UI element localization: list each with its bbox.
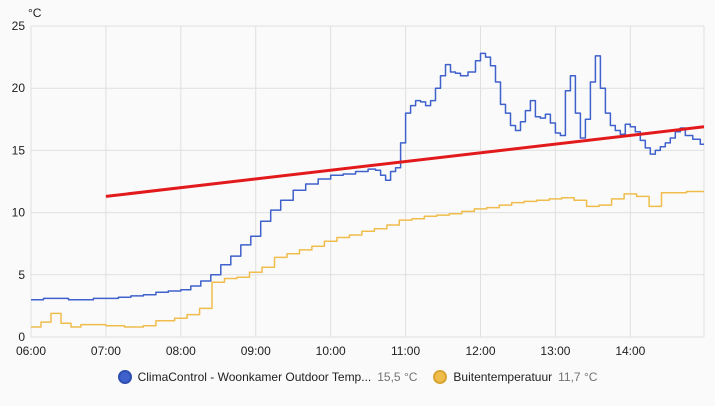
y-gridlines	[31, 25, 704, 338]
x-tick-label: 06:00	[16, 344, 46, 358]
x-tick-label: 12:00	[465, 344, 495, 358]
y-axis-unit: °C	[28, 6, 42, 20]
y-tick-label: 0	[18, 330, 25, 344]
x-tick-label: 08:00	[166, 344, 196, 358]
legend-item-climacontrol[interactable]: ClimaControl - Woonkamer Outdoor Temp...…	[117, 370, 418, 384]
x-tick-label: 14:00	[615, 344, 645, 358]
trend-line	[105, 125, 705, 198]
legend-value-buitentemperatuur: 11,7 °C	[558, 370, 598, 384]
legend-label-climacontrol: ClimaControl - Woonkamer Outdoor Temp...	[137, 370, 372, 384]
y-tick-label: 5	[18, 268, 25, 282]
x-tick-labels: 06:00 07:00 08:00 09:00 10:00 11:00 12:00 13:00…	[16, 344, 646, 358]
x-tick-label: 13:00	[540, 344, 570, 358]
x-tick-label: 10:00	[316, 344, 346, 358]
y-tick-label: 25	[12, 19, 26, 33]
y-tick-labels: 0 5 10 15 20 25	[12, 19, 26, 344]
legend-value-climacontrol: 15,5 °C	[377, 370, 418, 384]
chart-legend: ClimaControl - Woonkamer Outdoor Temp...…	[0, 370, 715, 384]
y-tick-label: 10	[12, 206, 26, 220]
x-tick-label: 07:00	[91, 344, 121, 358]
legend-item-buitentemperatuur[interactable]: Buitentemperatuur 11,7 °C	[433, 370, 597, 384]
y-tick-label: 20	[12, 81, 26, 95]
x-gridlines	[30, 26, 705, 337]
legend-color-dot-buitentemperatuur	[433, 370, 448, 384]
x-tick-label: 09:00	[241, 344, 271, 358]
series-line-buitentemperatuur	[31, 190, 704, 328]
x-tick-label: 11:00	[391, 344, 420, 358]
legend-label-buitentemperatuur: Buitentemperatuur	[453, 370, 553, 384]
legend-color-dot-climacontrol	[117, 370, 132, 384]
series-layer	[31, 52, 705, 328]
series-line-climacontrol	[31, 52, 704, 301]
y-tick-label: 15	[12, 143, 26, 157]
